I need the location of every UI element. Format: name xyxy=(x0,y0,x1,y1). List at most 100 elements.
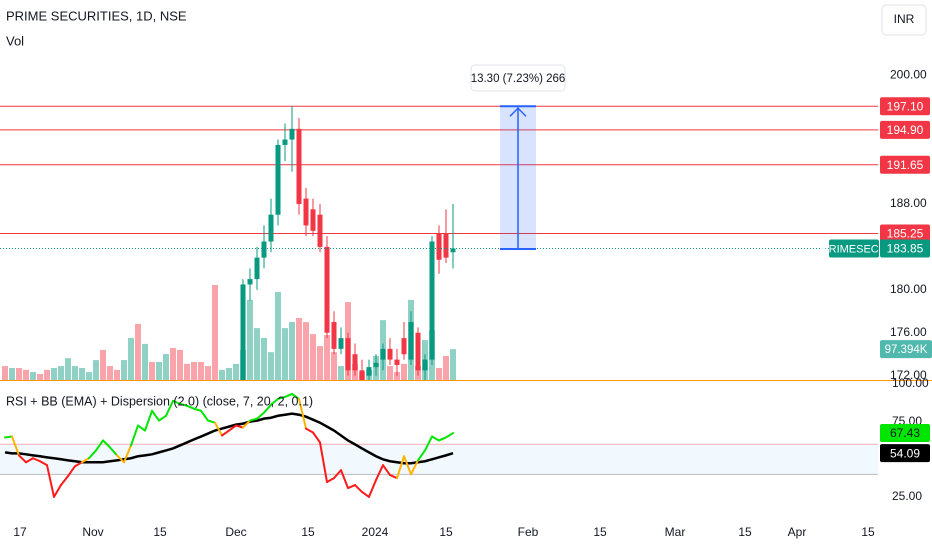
volume-bar xyxy=(387,366,393,380)
rsi-segment xyxy=(165,399,174,417)
volume-bar xyxy=(93,360,99,380)
x-tick-label: 15 xyxy=(439,525,453,539)
candle-body xyxy=(310,209,316,231)
volume-bar xyxy=(135,323,141,380)
rsi-segment xyxy=(158,414,167,422)
volume-bar xyxy=(72,366,78,380)
volume-bar xyxy=(100,349,106,380)
rsi-segment xyxy=(249,417,258,422)
candle-body xyxy=(331,322,337,349)
rsi-segment xyxy=(130,424,139,447)
rsi-segment xyxy=(389,474,398,480)
candle-body xyxy=(303,198,309,226)
candle-body xyxy=(429,241,435,360)
volume-bar xyxy=(436,367,442,380)
rsi-segment xyxy=(81,457,90,464)
volume-bar xyxy=(219,369,225,380)
candle-body xyxy=(324,246,330,333)
rsi-segment xyxy=(340,469,349,490)
volume-bar xyxy=(44,369,50,380)
volume-bar xyxy=(303,322,309,380)
rsi-segment xyxy=(424,435,433,452)
price-line-label-box xyxy=(880,155,930,174)
candle-body xyxy=(296,128,302,204)
volume-bar xyxy=(58,366,64,380)
rsi-segment xyxy=(431,435,440,442)
x-tick-label: 15 xyxy=(738,525,752,539)
rsi-segment xyxy=(137,424,146,432)
volume-bar xyxy=(9,367,15,380)
currency-button[interactable] xyxy=(881,4,927,36)
volume-bar xyxy=(107,366,113,380)
rsi-segment xyxy=(25,457,34,464)
candle-body xyxy=(338,338,344,349)
rsi-segment xyxy=(410,459,419,476)
symbol-title: PRIME SECURITIES, 1D, NSE xyxy=(6,8,187,23)
candle-body xyxy=(394,359,400,365)
rsi-segment xyxy=(228,424,237,432)
y-tick-label: 172.00 xyxy=(890,368,927,382)
rsi-segment xyxy=(102,439,111,449)
volume-bar xyxy=(2,366,8,380)
volume-bar xyxy=(65,358,71,380)
x-tick-label: Dec xyxy=(225,525,246,539)
rsi-segment xyxy=(319,441,328,484)
volume-label: 97.394K xyxy=(885,344,928,356)
volume-bar xyxy=(51,367,57,380)
rsi-segment xyxy=(200,409,209,422)
volume-bar xyxy=(198,361,204,380)
rsi-segment xyxy=(186,404,195,410)
volume-bar xyxy=(212,285,218,380)
volume-bar xyxy=(37,373,43,380)
rsi-segment xyxy=(382,464,391,477)
volume-bar xyxy=(205,366,211,380)
volume-title: Vol xyxy=(6,33,24,48)
rsi-segment xyxy=(60,475,69,487)
x-tick-label: 15 xyxy=(301,525,315,539)
rsi-pane xyxy=(0,392,878,498)
rsi-segment xyxy=(32,457,41,463)
rsi-label: 67.43 xyxy=(890,426,920,440)
volume-bar xyxy=(310,334,316,380)
rsi-segment xyxy=(354,484,363,493)
candle-body xyxy=(254,257,260,280)
measure-arrowhead xyxy=(509,107,527,117)
rsi-segment xyxy=(375,464,384,482)
rsi-segment xyxy=(53,484,62,498)
rsi-segment xyxy=(207,419,216,424)
rsi-segment xyxy=(361,490,370,498)
candle-body xyxy=(261,241,267,258)
x-tick-label: 17 xyxy=(13,525,27,539)
currency[interactable]: INR xyxy=(894,12,915,26)
y-tick-label: 25.00 xyxy=(892,489,922,503)
volume-bar xyxy=(191,361,197,380)
rsi-segment xyxy=(67,465,76,478)
rsi-segment xyxy=(333,469,342,480)
volume-bar xyxy=(401,363,407,380)
rsi-segment xyxy=(312,431,321,444)
volume-bar xyxy=(275,291,281,380)
volume-bar xyxy=(114,369,120,380)
candle-body xyxy=(450,248,456,253)
volume-bar xyxy=(226,367,232,380)
price-line-label: 194.90 xyxy=(887,123,924,137)
candle-body xyxy=(352,354,358,371)
candle-body xyxy=(408,322,414,360)
volume-bar xyxy=(184,363,190,380)
candle-body xyxy=(366,367,372,376)
symbol-tag-box xyxy=(829,239,879,258)
rsi-segment xyxy=(18,454,27,464)
basis-label: 54.09 xyxy=(890,446,920,460)
candle-body xyxy=(415,332,421,371)
rsi-segment xyxy=(368,479,377,498)
volume-bar xyxy=(254,328,260,380)
candle-body xyxy=(275,144,281,215)
rsi-segment xyxy=(277,395,286,400)
volume-bar xyxy=(296,317,302,380)
price-line-label-box xyxy=(880,224,930,243)
x-tick-label: 15 xyxy=(153,525,167,539)
volume-bar xyxy=(289,322,295,380)
x-tick-label: 15 xyxy=(593,525,607,539)
